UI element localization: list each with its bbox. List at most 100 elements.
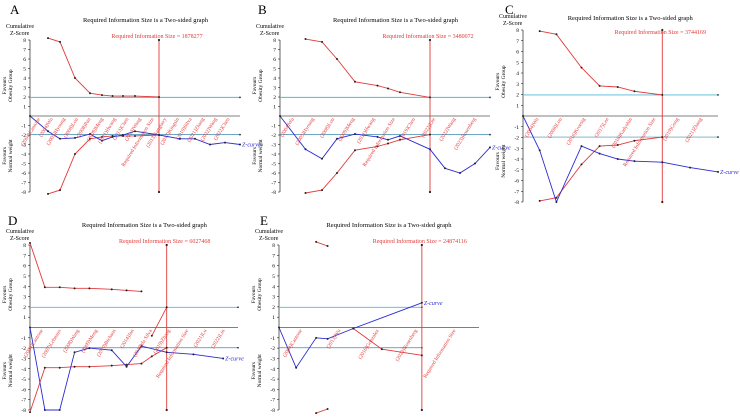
y-tick-label: -6	[514, 179, 519, 185]
boundary-point	[29, 241, 31, 244]
ris-dot	[661, 200, 664, 204]
boundary-point	[89, 92, 91, 95]
reference-end-dot	[237, 346, 239, 349]
ris-dot	[157, 38, 161, 42]
boundary-line	[539, 30, 663, 96]
y-tick-label: -2	[21, 133, 26, 139]
favours-bottom-1: Favours	[495, 152, 501, 170]
boundary-point	[354, 149, 356, 152]
y-tick-label: -5	[514, 168, 519, 174]
boundary-point	[387, 87, 389, 90]
y-tick-label: 6	[23, 57, 26, 63]
favours-bottom-1: Favours	[2, 147, 8, 165]
z-curve-point	[717, 170, 719, 173]
ris-dot	[157, 190, 161, 194]
favours-bottom-2: Normal weight	[501, 144, 507, 178]
boundary-point	[538, 30, 541, 33]
y-tick-label: 4	[273, 76, 276, 82]
y-tick-label: 8	[23, 38, 26, 44]
y-tick-label: -7	[271, 181, 276, 187]
ris-label: Required Information Size = 1878277	[111, 33, 202, 40]
favours-bottom-1: Favours	[2, 362, 8, 380]
y-tick-label: 7	[23, 48, 26, 54]
favours-bottom-2: Normal weight	[257, 354, 263, 388]
boundary-point	[110, 364, 113, 367]
favours-bottom-2: Normal weight	[258, 139, 264, 173]
z-curve-point	[89, 133, 91, 136]
panel-title: Required Information Size is a Two-sided…	[326, 222, 452, 229]
boundary-point	[134, 95, 136, 98]
y-tick-label: 1	[23, 105, 26, 111]
study-label: (2017)Lee	[593, 116, 611, 139]
boundary-point	[47, 37, 49, 40]
z-curve-point	[459, 172, 461, 174]
ris-label: Required Information Size = 3744169	[615, 29, 706, 36]
boundary-point	[616, 144, 619, 147]
z-curve-point	[661, 161, 664, 164]
favours-top-1: Favours	[495, 73, 501, 91]
y-tick-label: 7	[273, 48, 276, 54]
boundary-point	[555, 33, 558, 36]
boundary-point	[326, 245, 329, 248]
y-tick-label: -7	[21, 181, 26, 187]
y-tick-label: -5	[21, 377, 26, 383]
favours-top-1: Favours	[2, 286, 8, 304]
ris-dot	[165, 408, 168, 412]
panel-title: Required Information Size is a Two-sided…	[568, 15, 694, 22]
panel-letter: A	[10, 2, 20, 17]
y-tick-label: 5	[273, 67, 276, 73]
boundary-point	[122, 95, 124, 98]
z-curve-point	[59, 137, 61, 140]
z-curve-point	[74, 136, 76, 139]
z-curve-point	[125, 365, 128, 368]
reference-end-dot	[489, 96, 491, 99]
y-tick-label: -3	[21, 143, 26, 149]
panel-A: A Required Information Size is a Two-side…	[2, 2, 261, 196]
z-curve-point	[111, 135, 114, 138]
z-curve-point	[376, 135, 379, 138]
z-curve-point	[580, 145, 583, 148]
z-curve-point	[73, 351, 76, 354]
boundary-line	[305, 134, 431, 194]
y-tick-label: -6	[21, 171, 26, 177]
y-tick-label: 4	[516, 71, 519, 77]
z-curve-point	[88, 347, 91, 350]
y-tick-label: -4	[21, 367, 26, 373]
study-label: Required Information Size	[422, 327, 458, 379]
y-tick-label: -2	[270, 346, 275, 352]
y-tick-label: 8	[516, 28, 519, 34]
y-tick-label: 3	[272, 295, 275, 301]
boundary-point	[43, 366, 46, 369]
y-tick-label: -3	[21, 356, 26, 362]
favours-bottom-1: Favours	[251, 362, 257, 380]
ris-dot	[165, 243, 168, 247]
y-tick-label: -5	[270, 377, 275, 383]
ylabel-cumulative: Cumulative	[6, 229, 34, 235]
favours-top-2: Obesity Group	[257, 278, 263, 311]
boundary-point	[538, 199, 541, 202]
ylabel-cumulative: Cumulative	[255, 229, 283, 235]
boundary-point	[429, 133, 431, 136]
panel-title: Required Information Size is a Two-sided…	[83, 17, 209, 24]
y-tick-label: 1	[273, 105, 276, 111]
study-label: (2022)Lee	[420, 116, 438, 139]
z-curve-point	[134, 130, 136, 133]
y-tick-label: 3	[516, 82, 519, 88]
study-label: (2009)Meng	[336, 116, 356, 142]
z-curve-point	[555, 201, 558, 203]
z-curve-point	[598, 152, 601, 155]
favours-top-2: Obesity Group	[8, 278, 14, 311]
ylabel-zscore: Z-Score	[10, 31, 30, 37]
favours-top-2: Obesity Group	[8, 69, 14, 102]
z-curve-point	[354, 133, 356, 136]
boundary-point	[73, 287, 76, 290]
boundary-point	[140, 290, 143, 293]
study-label: (2005)Hyoung	[294, 116, 317, 146]
boundary-point	[387, 142, 389, 145]
ylabel-cumulative: Cumulative	[256, 24, 284, 30]
panel-letter: C	[505, 2, 514, 17]
boundary-line	[151, 307, 168, 337]
z-curve-point	[336, 137, 338, 140]
ylabel-zscore: Z-Score	[10, 236, 30, 242]
